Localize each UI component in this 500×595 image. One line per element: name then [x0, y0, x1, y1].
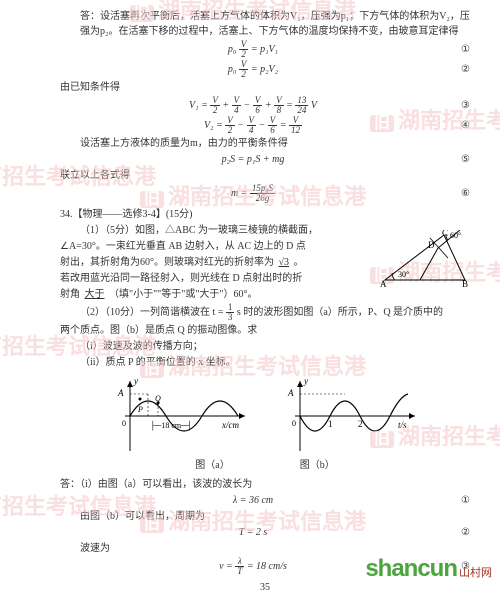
from-b-label: 由图（b）可以看出，周期为 — [60, 509, 470, 524]
eq2-rhs: = p₂V₂ — [251, 64, 278, 75]
eq4-op1: − — [237, 120, 246, 131]
wave-a-xlabel: x/cm — [221, 420, 239, 430]
eq3-op3: + — [265, 100, 274, 111]
wave-a-Q: Q — [155, 394, 161, 403]
wave-a-caption: 图（a） — [195, 458, 229, 473]
equation-3: V₁ = V2 + V4 − V6 + V8 = 1324 V ③ — [60, 96, 470, 115]
shancun-cn: 山村网 — [459, 565, 492, 582]
prism-angle60: 60° — [450, 231, 461, 240]
eq4-op2: − — [259, 120, 268, 131]
q34-p2-line1: （2）（10分）一列简谐横波在 t = 13 s 时的波形图如图（a）所示，P、… — [60, 303, 470, 322]
eq7-text: λ = 36 cm — [60, 493, 446, 508]
wave-b-caption: 图（b） — [300, 458, 335, 473]
eq5-number: ⑤ — [446, 152, 470, 167]
wave-b-x2: 2 — [358, 419, 363, 429]
wave-b-xlabel: t/s — [398, 420, 407, 430]
eq9-lhs: v = — [219, 561, 235, 572]
wave-a-P: P — [137, 405, 143, 414]
wave-b-x1: 1 — [328, 419, 333, 429]
prism-label-a: A — [380, 279, 387, 289]
equation-5: p₂S = p₁S + mg ⑤ — [60, 152, 470, 167]
eq5-text: p₂S = p₁S + mg — [60, 152, 446, 167]
q34-p1c: 射出，其折射角为60°。则玻璃对红光的折射率为 — [60, 257, 274, 268]
eq3-rd: 24 — [295, 106, 308, 115]
eq7-number: ① — [446, 493, 470, 508]
eq1-den: 2 — [239, 50, 249, 59]
eq1-number: ① — [446, 42, 470, 57]
eq3-f2d: 4 — [232, 106, 242, 115]
eq3-end: V — [311, 100, 317, 111]
q34-p2b: s 时的波形图如图（a）所示，P、Q 是介质中的 — [237, 307, 443, 318]
wave-b-origin: 0 — [292, 419, 296, 428]
eq4-f3d: 6 — [268, 126, 278, 135]
equation-1: p₀ V2 = p₁V₁ ① — [60, 40, 470, 59]
eq8-number: ② — [446, 525, 470, 540]
eq3-f4d: 8 — [274, 106, 284, 115]
eq4-rd: 12 — [289, 126, 302, 135]
eq2-p: p₀ — [228, 64, 236, 75]
q34-blank2: 大于 — [83, 289, 107, 300]
eq6-den: 26g — [250, 194, 275, 203]
prism-label-d: D — [428, 240, 435, 250]
wave-a-A: A — [117, 388, 124, 398]
eq3-f1d: 2 — [210, 106, 220, 115]
eq4-f2d: 4 — [247, 126, 257, 135]
eq4-number: ④ — [446, 118, 470, 133]
wave-b-A: A — [287, 388, 294, 398]
known-conditions-label: 由已知条件得 — [60, 80, 470, 95]
eq9-rhs: = 18 cm/s — [247, 561, 287, 572]
equation-7: λ = 36 cm ① — [60, 493, 470, 508]
answer-intro: 答：设活塞再次平衡后，活塞上方气体的体积为V₁，压强为p₁；下方气体的体积为V₂… — [60, 9, 470, 39]
eq4-f1d: 2 — [225, 126, 235, 135]
eq3-op2: − — [244, 100, 253, 111]
eq3-f3d: 6 — [253, 106, 263, 115]
q34-p2e: （ii）质点 P 的平衡位置的 x 坐标。 — [60, 355, 470, 370]
answer2-intro: 答：（i）由图（a）可以看出，该波的波长为 — [60, 477, 470, 492]
q34-p2a: （2）（10分）一列简谐横波在 t = — [80, 307, 226, 318]
prism-diagram: A B C D 30° 60° — [380, 230, 470, 290]
eq8-text: T = 2 s — [60, 525, 446, 540]
shancun-watermark: shancun山村网 — [365, 551, 492, 587]
prism-label-b: B — [462, 279, 468, 289]
combine-label: 联立以上各式得 — [60, 168, 470, 183]
q34-p1f: 射角 — [60, 289, 80, 300]
wave-b-diagram: A y 0 1 2 t/s — [280, 376, 420, 456]
eq3-number: ③ — [446, 98, 470, 113]
equation-4: V₂ = V2 − V4 − V6 = V12 ④ — [60, 116, 470, 135]
eq2-number: ② — [446, 62, 470, 77]
eq9-den: T — [235, 567, 244, 576]
q34-blank1: √3 — [277, 257, 292, 268]
eq3-eq: = — [286, 100, 295, 111]
wave-a-diagram: A y P Q 0 ├─18 cm─┤ x/cm — [110, 376, 250, 456]
wave-a-ylabel: y — [133, 376, 138, 386]
q34-p2-d: 3 — [226, 313, 235, 322]
prism-label-c: C — [442, 230, 448, 238]
prism-angle30: 30° — [398, 270, 409, 279]
q34-header: 34.【物理——选修3-4】(15分) — [60, 207, 470, 222]
eq3-lhs: V₁ = — [189, 100, 210, 111]
wave-a-xtick: ├─18 cm─┤ — [150, 420, 192, 431]
equation-6: m = 15p₀S26g ⑥ — [60, 184, 470, 203]
equation-8: T = 2 s ② — [60, 525, 470, 540]
eq2-den: 2 — [239, 70, 249, 79]
eq6-lhs: m = — [231, 188, 250, 199]
wave-b-ylabel: y — [303, 376, 308, 386]
equation-2: p₀ V2 = p₂V₂ ② — [60, 60, 470, 79]
shancun-en: shancun — [365, 555, 457, 582]
q34-p2d: （i）波速及波的传播方向； — [60, 339, 470, 354]
eq4-eq: = — [280, 120, 289, 131]
q34-p1d: 。 — [294, 257, 304, 268]
wave-a-origin: 0 — [122, 419, 126, 428]
eq1-p: p₀ — [228, 44, 236, 55]
eq4-lhs: V₂ = — [204, 120, 225, 131]
eq3-op1: + — [222, 100, 231, 111]
q34-p1g: （填"小于""等于"或"大于"）60°。 — [109, 289, 258, 300]
mass-label: 设活塞上方液体的质量为m，由力的平衡条件得 — [60, 136, 470, 151]
eq6-number: ⑥ — [446, 186, 470, 201]
eq1-rhs: = p₁V₁ — [251, 44, 278, 55]
q34-p2c: 两个质点。图（b）是质点 Q 的振动图像。求 — [60, 323, 470, 338]
